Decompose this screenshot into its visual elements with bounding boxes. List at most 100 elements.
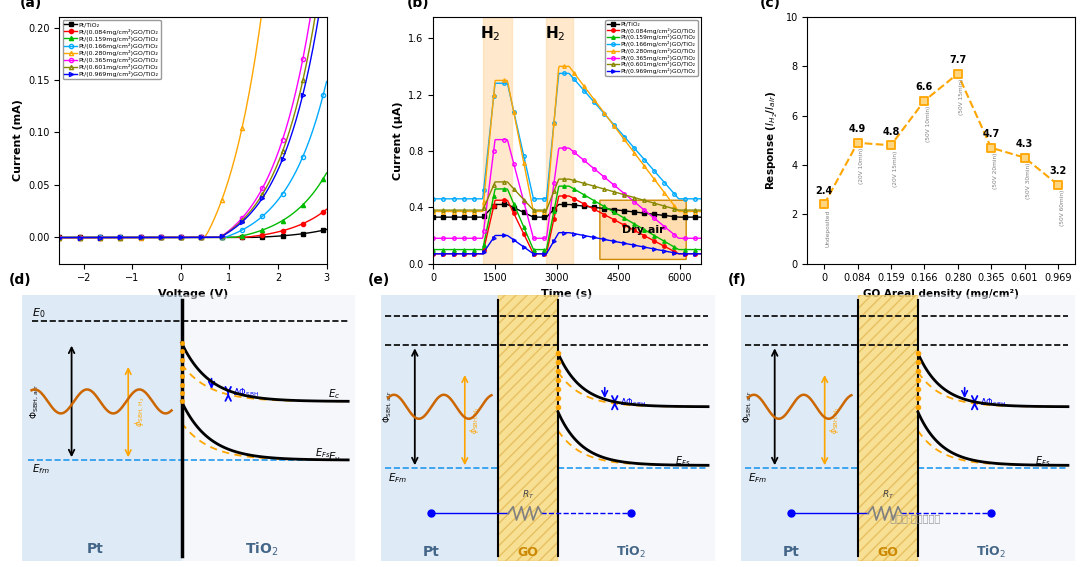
Line: Pt/(0.159mg/cm²)GO/TiO₂: Pt/(0.159mg/cm²)GO/TiO₂ — [432, 184, 702, 251]
Pt/(0.280mg/cm²)GO/TiO₂ — [235, 125, 248, 132]
Pt/(0.280mg/cm²)GO/TiO₂ — [215, 197, 228, 204]
Pt/(0.159mg/cm²)GO/TiO₂ — [172, 234, 185, 241]
Point — [949, 69, 967, 78]
Pt/(0.601mg/cm²)GO/TiO₂ — [596, 185, 609, 192]
Pt/(0.159mg/cm²)GO/TiO₂ — [620, 216, 633, 223]
Bar — [546, 17, 573, 264]
Pt/TiO₂ — [53, 234, 66, 241]
Pt/(0.280mg/cm²)GO/TiO₂ — [226, 165, 239, 172]
Text: $E_c$: $E_c$ — [328, 387, 340, 401]
Y-axis label: Current (mA): Current (mA) — [13, 99, 23, 181]
Pt/(0.969mg/cm²)GO/TiO₂ — [215, 233, 228, 240]
Pt/(0.365mg/cm²)GO/TiO₂ — [235, 215, 248, 222]
Pt/(0.159mg/cm²)GO/TiO₂ — [427, 246, 440, 253]
Pt/(0.280mg/cm²)GO/TiO₂ — [212, 206, 225, 213]
Pt/(0.084mg/cm²)GO/TiO₂ — [553, 193, 566, 200]
Point — [882, 141, 900, 150]
Pt/(0.365mg/cm²)GO/TiO₂ — [534, 235, 546, 242]
Pt/(0.084mg/cm²)GO/TiO₂ — [320, 206, 333, 213]
Line: Pt/(0.159mg/cm²)GO/TiO₂: Pt/(0.159mg/cm²)GO/TiO₂ — [57, 171, 328, 240]
Line: Pt/(0.166mg/cm²)GO/TiO₂: Pt/(0.166mg/cm²)GO/TiO₂ — [57, 79, 328, 240]
Point — [1016, 153, 1034, 162]
Pt/(0.166mg/cm²)GO/TiO₂ — [459, 196, 472, 202]
Pt/(0.159mg/cm²)GO/TiO₂ — [694, 246, 707, 253]
Pt/TiO₂ — [515, 208, 528, 214]
Text: 3.2: 3.2 — [1050, 166, 1067, 176]
Pt/(0.084mg/cm²)GO/TiO₂ — [235, 234, 248, 241]
Point — [1050, 180, 1067, 189]
Pt/(0.280mg/cm²)GO/TiO₂ — [532, 208, 545, 215]
Bar — [498, 295, 558, 561]
Bar — [181, 295, 355, 561]
Pt/(0.365mg/cm²)GO/TiO₂ — [53, 234, 66, 241]
Pt/(0.969mg/cm²)GO/TiO₂ — [620, 240, 633, 247]
Text: (d): (d) — [9, 273, 31, 287]
Pt/(0.365mg/cm²)GO/TiO₂ — [489, 136, 502, 143]
Pt/(0.159mg/cm²)GO/TiO₂ — [235, 232, 248, 239]
Bar — [558, 295, 715, 561]
Line: Pt/(0.280mg/cm²)GO/TiO₂: Pt/(0.280mg/cm²)GO/TiO₂ — [57, 0, 328, 240]
Pt/(0.166mg/cm²)GO/TiO₂ — [532, 196, 545, 202]
Text: TiO$_2$: TiO$_2$ — [976, 544, 1007, 560]
Pt/(0.969mg/cm²)GO/TiO₂ — [235, 218, 248, 225]
Pt/(0.969mg/cm²)GO/TiO₂ — [212, 234, 225, 240]
Text: (50V 15min): (50V 15min) — [959, 79, 964, 115]
Text: (f): (f) — [728, 273, 746, 287]
Pt/(0.280mg/cm²)GO/TiO₂ — [694, 208, 707, 215]
Pt/(0.084mg/cm²)GO/TiO₂ — [226, 234, 239, 241]
Pt/(0.365mg/cm²)GO/TiO₂ — [596, 172, 609, 179]
Point — [849, 138, 866, 147]
X-axis label: Time (s): Time (s) — [541, 289, 593, 299]
Pt/(0.159mg/cm²)GO/TiO₂ — [215, 234, 228, 241]
Pt/(0.084mg/cm²)GO/TiO₂ — [694, 251, 707, 257]
Pt/TiO₂ — [622, 208, 635, 215]
Pt/(0.365mg/cm²)GO/TiO₂ — [622, 193, 635, 200]
Text: H$_2$: H$_2$ — [545, 24, 566, 43]
Line: Pt/(0.166mg/cm²)GO/TiO₂: Pt/(0.166mg/cm²)GO/TiO₂ — [432, 71, 702, 201]
Pt/(0.159mg/cm²)GO/TiO₂ — [596, 202, 609, 209]
Pt/(0.166mg/cm²)GO/TiO₂ — [289, 168, 302, 175]
Text: 2.4: 2.4 — [815, 186, 833, 196]
Pt/(0.280mg/cm²)GO/TiO₂ — [172, 234, 185, 241]
Pt/(0.159mg/cm²)GO/TiO₂ — [532, 246, 545, 253]
Pt/(0.280mg/cm²)GO/TiO₂ — [514, 143, 527, 150]
Text: $\Phi_{\rm SBH,\,air}$: $\Phi_{\rm SBH,\,air}$ — [29, 384, 41, 419]
Pt/(0.601mg/cm²)GO/TiO₂ — [622, 192, 635, 199]
Pt/(0.084mg/cm²)GO/TiO₂ — [289, 223, 302, 230]
Pt/(0.084mg/cm²)GO/TiO₂ — [620, 223, 633, 230]
Line: Pt/(0.084mg/cm²)GO/TiO₂: Pt/(0.084mg/cm²)GO/TiO₂ — [432, 194, 702, 256]
Pt/(0.166mg/cm²)GO/TiO₂ — [596, 108, 609, 115]
Y-axis label: Current (μA): Current (μA) — [393, 101, 403, 180]
Pt/(0.159mg/cm²)GO/TiO₂ — [320, 170, 333, 176]
Pt/(0.166mg/cm²)GO/TiO₂ — [226, 231, 239, 238]
Text: Pt: Pt — [86, 542, 104, 556]
Text: (20V 10min): (20V 10min) — [860, 148, 864, 184]
X-axis label: GO Areal density (mg/cm²): GO Areal density (mg/cm²) — [863, 289, 1018, 299]
Text: (50V 10min): (50V 10min) — [926, 106, 931, 142]
Pt/TiO₂ — [215, 234, 228, 241]
Pt/(0.280mg/cm²)GO/TiO₂ — [53, 235, 66, 242]
Pt/(0.159mg/cm²)GO/TiO₂ — [226, 234, 239, 241]
Pt/(0.084mg/cm²)GO/TiO₂ — [622, 224, 635, 231]
Pt/(0.601mg/cm²)GO/TiO₂ — [514, 193, 527, 200]
Pt/(0.601mg/cm²)GO/TiO₂ — [226, 226, 239, 232]
Pt/(0.601mg/cm²)GO/TiO₂ — [289, 104, 302, 111]
Pt/(0.365mg/cm²)GO/TiO₂ — [459, 235, 472, 242]
Text: H$_2$: H$_2$ — [481, 24, 501, 43]
Pt/(0.166mg/cm²)GO/TiO₂ — [514, 138, 527, 145]
Text: $E_{Fm}$: $E_{Fm}$ — [748, 471, 767, 485]
Y-axis label: Response ($I_{H_2}$/$I_{air}$): Response ($I_{H_2}$/$I_{air}$) — [765, 91, 780, 190]
Pt/(0.365mg/cm²)GO/TiO₂ — [212, 234, 225, 240]
Point — [916, 96, 933, 105]
Pt/(0.280mg/cm²)GO/TiO₂ — [620, 139, 633, 146]
Bar — [918, 295, 1075, 561]
Pt/(0.365mg/cm²)GO/TiO₂ — [172, 234, 185, 241]
Pt/(0.084mg/cm²)GO/TiO₂ — [427, 251, 440, 257]
Pt/(0.084mg/cm²)GO/TiO₂ — [215, 234, 228, 241]
Text: $\Delta\Phi_{\rm SBH}$: $\Delta\Phi_{\rm SBH}$ — [620, 396, 646, 409]
Pt/TiO₂ — [620, 208, 633, 214]
Pt/(0.166mg/cm²)GO/TiO₂ — [172, 234, 185, 241]
Pt/(0.969mg/cm²)GO/TiO₂ — [226, 227, 239, 234]
Pt/TiO₂ — [459, 214, 472, 221]
Pt/(0.601mg/cm²)GO/TiO₂ — [620, 192, 633, 199]
